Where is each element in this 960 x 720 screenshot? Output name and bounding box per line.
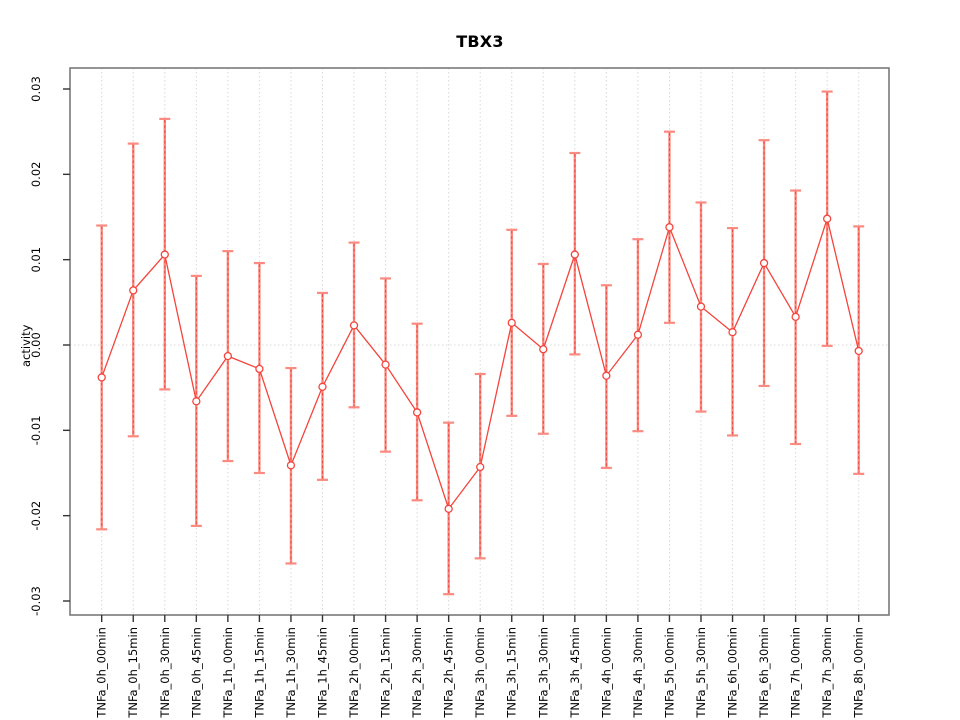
data-point	[823, 214, 832, 223]
y-tick-label: -0.02	[29, 501, 43, 531]
axis-tick-labels: 0.03 0.02 0.01 0.00 -0.01 -0.02 -0.03 TNFa_0h_0…	[29, 76, 866, 718]
x-tick-label: TNFa_3h_45min	[568, 627, 582, 719]
data-point	[318, 382, 327, 391]
data-point	[476, 462, 485, 472]
data-point	[633, 330, 643, 339]
data-point	[255, 364, 264, 374]
x-tick-label: TNFa_6h_30min	[757, 627, 771, 719]
data-point	[192, 397, 201, 406]
x-tick-label: TNFa_0h_45min	[189, 627, 203, 719]
x-tick-label: TNFa_2h_00min	[347, 627, 361, 719]
x-tick-label: TNFa_6h_00min	[726, 627, 740, 719]
data-point	[381, 360, 390, 369]
x-tick-label: TNFa_1h_30min	[284, 627, 298, 719]
data-point	[444, 504, 453, 513]
y-tick-label: 0.02	[29, 162, 43, 188]
x-tick-label: TNFa_0h_00min	[95, 627, 109, 719]
data-point	[759, 258, 769, 268]
data-point	[665, 223, 674, 232]
x-tick-label: TNFa_0h_15min	[126, 627, 140, 719]
data-point	[570, 250, 579, 259]
error-bars	[96, 90, 865, 596]
x-tick-label: TNFa_3h_15min	[505, 627, 519, 719]
x-tick-label: TNFa_0h_30min	[158, 627, 172, 719]
data-point	[129, 286, 138, 295]
x-tick-label: TNFa_4h_30min	[631, 627, 645, 719]
data-point	[728, 328, 737, 337]
y-tick-label: 0.01	[29, 247, 43, 273]
x-tick-label: TNFa_3h_30min	[536, 627, 550, 719]
x-tick-label: TNFa_5h_30min	[694, 627, 708, 719]
x-tick-label: TNFa_4h_00min	[599, 627, 613, 719]
x-tick-label: TNFa_2h_30min	[410, 627, 424, 719]
axis-ticks	[63, 88, 860, 622]
x-tick-label: TNFa_7h_30min	[820, 627, 834, 719]
data-point	[286, 461, 296, 470]
data-point	[349, 321, 359, 330]
y-axis-title-text: activity	[19, 324, 33, 367]
data-point	[696, 302, 706, 311]
y-tick-label: -0.01	[29, 415, 43, 445]
chart-title: TBX3	[456, 32, 504, 51]
data-point	[160, 250, 169, 259]
data-point	[602, 371, 611, 380]
data-point	[539, 345, 548, 354]
data-point	[412, 408, 422, 417]
x-tick-label: TNFa_1h_45min	[315, 627, 329, 719]
data-points	[97, 214, 863, 513]
y-tick-label: 0.00	[29, 332, 43, 358]
data-point	[791, 312, 800, 321]
x-tick-label: TNFa_1h_00min	[221, 627, 235, 719]
x-tick-label: TNFa_5h_00min	[662, 627, 676, 719]
data-point	[507, 318, 516, 327]
x-tick-label: TNFa_3h_00min	[473, 627, 487, 719]
data-point	[854, 346, 863, 356]
y-tick-label: -0.03	[29, 586, 43, 616]
x-tick-label: TNFa_2h_45min	[442, 627, 456, 719]
x-tick-label: TNFa_2h_15min	[379, 627, 393, 719]
data-point	[223, 351, 233, 361]
data-point	[97, 373, 106, 382]
y-tick-label: 0.03	[29, 76, 43, 102]
x-tick-label: TNFa_7h_00min	[789, 627, 803, 719]
x-tick-label: TNFa_8h_00min	[852, 627, 866, 719]
x-tick-label: TNFa_1h_15min	[252, 627, 266, 719]
